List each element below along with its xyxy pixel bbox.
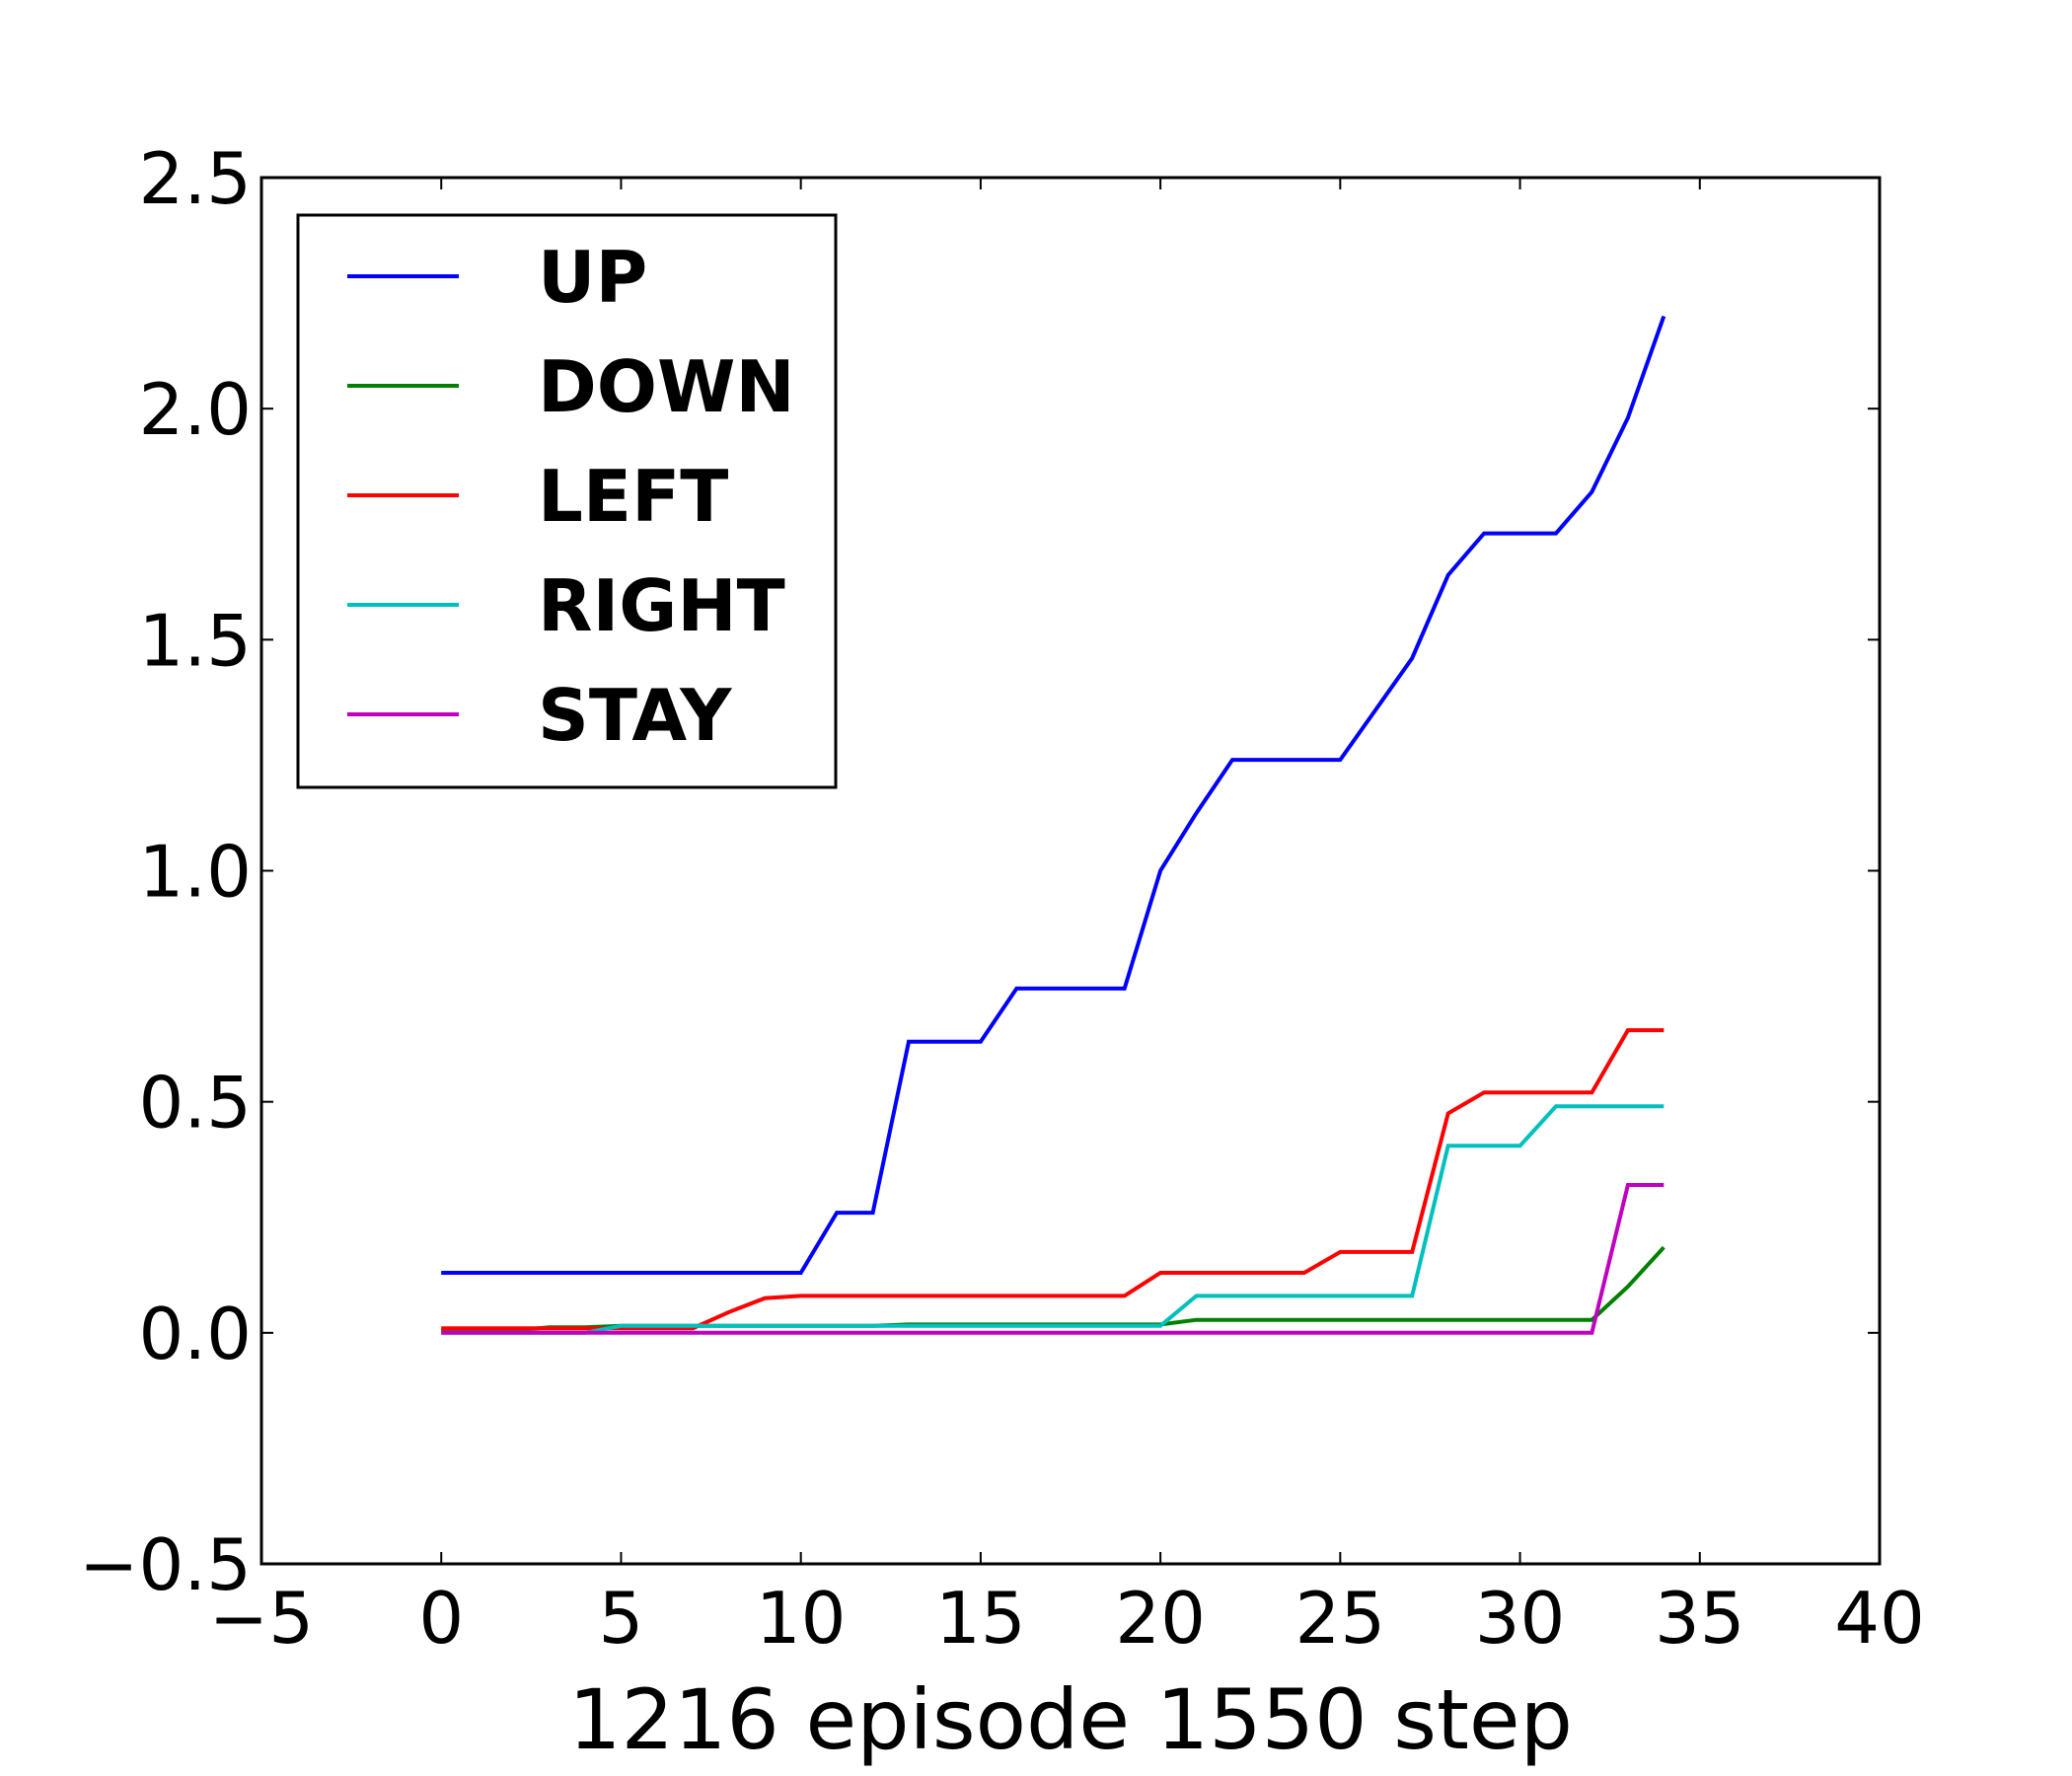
y-tick-label: 0.0 [138, 1293, 252, 1375]
series-line-right [441, 1104, 1665, 1335]
legend-label-down: DOWN [538, 345, 795, 428]
x-axis-title: 1216 episode 1550 step [568, 1671, 1573, 1768]
x-tick-label: 10 [756, 1577, 847, 1660]
x-tick-label: 0 [418, 1577, 464, 1660]
legend-label-left: LEFT [538, 455, 728, 538]
series-line-stay [441, 1183, 1665, 1335]
y-tick-label: 1.0 [138, 831, 252, 914]
y-tick-label: 2.5 [138, 137, 252, 220]
legend-label-stay: STAY [538, 674, 732, 757]
x-tick-label: 20 [1115, 1577, 1206, 1660]
series-line-up [441, 315, 1666, 1275]
legend: UP DOWN LEFT RIGHT STAY [296, 213, 838, 789]
x-tick-label: 5 [599, 1577, 644, 1660]
legend-label-right: RIGHT [538, 564, 785, 647]
x-tick-label: 35 [1655, 1577, 1745, 1660]
x-tick-label: 30 [1475, 1577, 1566, 1660]
y-tick-label: −0.5 [79, 1523, 252, 1606]
y-tick-label: 0.5 [138, 1062, 252, 1145]
legend-label-up: UP [538, 236, 647, 319]
x-tick-label: 40 [1834, 1577, 1925, 1660]
x-tick-labels: −5 0 5 10 15 20 25 30 35 40 [209, 1577, 1925, 1660]
x-tick-label: 25 [1295, 1577, 1386, 1660]
y-tick-label: 1.5 [138, 599, 252, 682]
series-line-left [441, 1028, 1665, 1331]
series-lines [441, 315, 1666, 1335]
x-tick-label: −5 [209, 1577, 314, 1660]
axis-ticks [260, 177, 1881, 1565]
y-tick-labels: −0.5 0.0 0.5 1.0 1.5 2.0 2.5 [79, 137, 252, 1606]
y-tick-label: 2.0 [138, 368, 252, 451]
x-tick-label: 15 [935, 1577, 1026, 1660]
legend-frame [296, 213, 838, 789]
